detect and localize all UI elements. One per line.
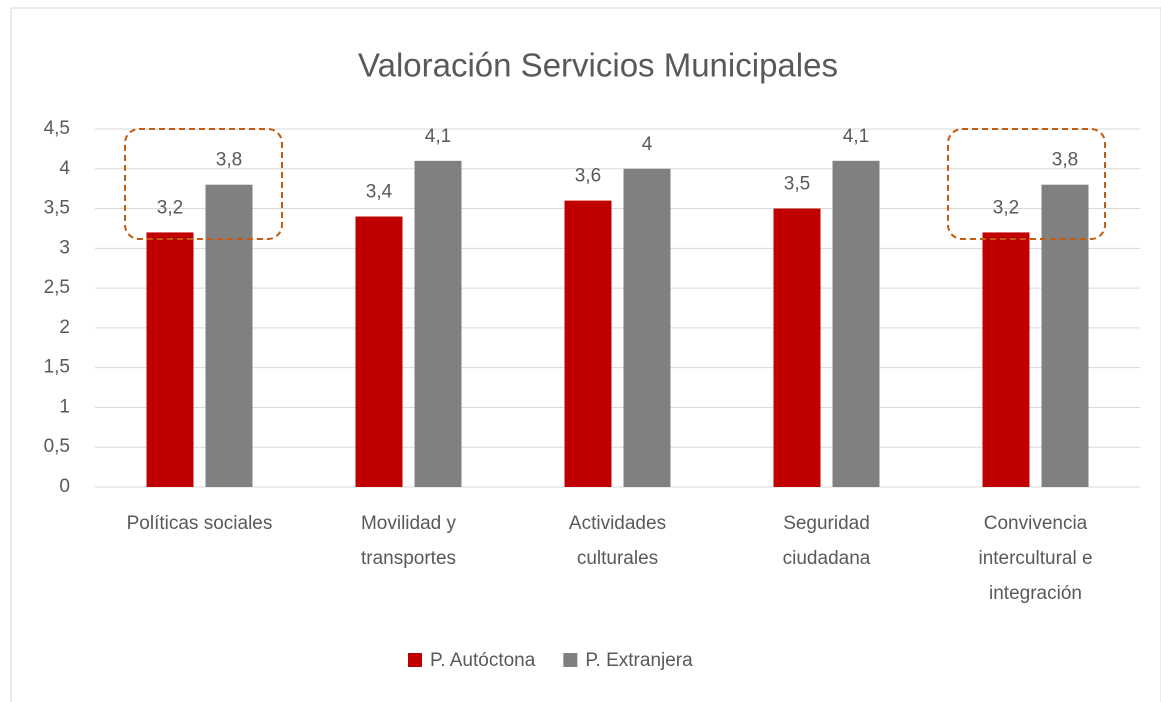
y-tick-label: 0,5: [44, 436, 70, 457]
x-tick-label: Actividades culturales: [568, 513, 667, 569]
frame: [10, 7, 1161, 702]
bar: [1041, 184, 1089, 487]
y-tick-label: 3,5: [44, 198, 70, 219]
data-label: 3,2: [993, 197, 1019, 218]
highlight-box: [947, 128, 1106, 240]
y-tick-label: 2,5: [44, 277, 70, 298]
y-tick-label: 4: [59, 158, 70, 179]
highlight-box: [124, 128, 283, 240]
data-label: 3,4: [366, 182, 393, 203]
bar: [205, 184, 253, 487]
data-label: 4,1: [843, 126, 869, 147]
y-tick-label: 0: [59, 476, 70, 497]
y-tick-label: 1,5: [44, 357, 70, 378]
y-tick-label: 4,5: [44, 118, 70, 139]
bar: [355, 216, 403, 487]
y-tick-label: 3: [59, 237, 70, 258]
data-label: 4: [642, 134, 653, 155]
legend-swatch: [563, 653, 578, 667]
x-tick-label: Políticas sociales: [126, 513, 273, 534]
bar: [982, 232, 1030, 487]
x-tick-label: Seguridad ciudadana: [782, 513, 871, 569]
x-tick-label: Convivencia intercultural e integración: [978, 513, 1093, 604]
data-label: 3,5: [784, 174, 810, 195]
bar: [564, 200, 612, 487]
chart-title: Valoración Servicios Municipales: [358, 47, 838, 84]
bar: [414, 160, 462, 488]
data-label: 3,8: [216, 150, 242, 171]
legend-label: P. Autóctona: [430, 650, 536, 671]
data-label: 3,2: [157, 197, 183, 218]
bar: [623, 168, 671, 487]
legend-swatch: [408, 653, 422, 667]
data-label: 4,1: [425, 126, 451, 147]
x-tick-label: Movilidad y transportes: [360, 513, 457, 569]
data-label: 3,8: [1052, 150, 1078, 171]
y-tick-label: 2: [59, 317, 70, 338]
legend-label: P. Extranjera: [585, 650, 693, 671]
y-tick-label: 1: [59, 396, 70, 417]
data-label: 3,6: [575, 166, 601, 187]
bar: [146, 232, 194, 487]
bar: [832, 160, 880, 488]
bar: [773, 208, 821, 488]
